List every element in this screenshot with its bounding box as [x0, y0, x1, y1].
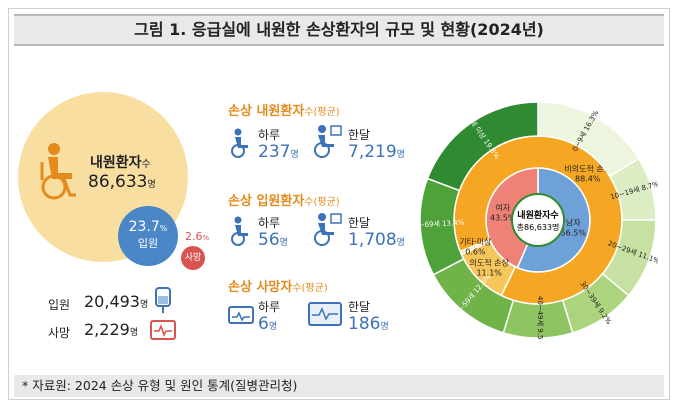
- source-footnote: * 자료원: 2024 손상 유형 및 원인 통계(질병관리청): [14, 375, 664, 397]
- visit-day-value: 237명: [258, 142, 299, 162]
- donut-center-value: 총86,633명: [517, 222, 560, 232]
- wheelchair-icon: [231, 128, 248, 158]
- slice-label-연령-4: 40~49세 9.5%: [536, 296, 545, 340]
- wheelchair-patient-icon: [40, 143, 76, 200]
- visits-value: 86,633명: [88, 172, 156, 192]
- admit-row-value: 20,493명: [84, 292, 149, 311]
- visits-label: 내원환자수: [90, 155, 151, 171]
- death-circle: 사망: [181, 246, 205, 270]
- figure-title: 그림 1. 응급실에 내원한 손상환자의 규모 및 현황(2024년): [14, 14, 664, 46]
- death-month-label: 한달: [348, 300, 371, 314]
- slice-label-의도성-0: 비의도적 손상 88.4%: [564, 164, 611, 184]
- death-day-value: 6명: [258, 314, 278, 334]
- admit-month-value: 1,708명: [348, 230, 405, 250]
- nested-donut-chart: 남자 56.5% 여자 43.5% 비의도적 손상 88.4% 의도적 손상 11.1%기타·…: [418, 101, 658, 340]
- slice-label-성별-1: 여자 43.5%: [490, 203, 516, 223]
- death-section-title: 손상 사망자수(평균): [228, 280, 328, 295]
- admit-day-value: 56명: [258, 230, 288, 250]
- admit-day-label: 하루: [258, 216, 281, 230]
- slice-label-의도성-2: 기타·미상 0.6%: [459, 237, 492, 257]
- iv-bag-icon: [155, 287, 171, 313]
- death-row-value: 2,229명: [84, 320, 139, 339]
- monitor-icon-large: [308, 302, 342, 326]
- death-pct: 2.6%: [185, 230, 210, 243]
- death-month-value: 186명: [348, 314, 389, 334]
- death-day-label: 하루: [258, 300, 281, 314]
- slice-label-의도성-1: 의도적 손상 11.1%: [470, 257, 510, 277]
- visit-day-label: 하루: [258, 128, 281, 142]
- donut-center-label: 내원환자수: [517, 209, 558, 221]
- slice-연령-7: [426, 101, 539, 192]
- visit-month-value: 7,219명: [348, 142, 405, 162]
- visit-section-title: 손상 내원환자수(평균): [228, 104, 340, 119]
- admit-circle: 23.7% 입원: [118, 206, 178, 266]
- wheelchair-icon-admit: [231, 216, 248, 246]
- death-row-label: 사망: [48, 326, 71, 340]
- admit-month-label: 한달: [348, 216, 371, 230]
- visit-month-label: 한달: [348, 128, 371, 142]
- admit-row-label: 입원: [48, 298, 71, 312]
- donut-center: [511, 193, 565, 247]
- slice-label-연령-6: 60~69세 13.4%: [418, 218, 465, 230]
- wheelchair-calendar-icon: [314, 125, 342, 158]
- monitor-icon: [228, 306, 254, 324]
- wheelchair-calendar-icon-admit: [314, 213, 342, 246]
- admit-section-title: 손상 입원환자수(평균): [228, 194, 340, 209]
- heart-monitor-icon: [150, 320, 176, 340]
- slice-label-성별-0: 남자 56.5%: [561, 218, 587, 237]
